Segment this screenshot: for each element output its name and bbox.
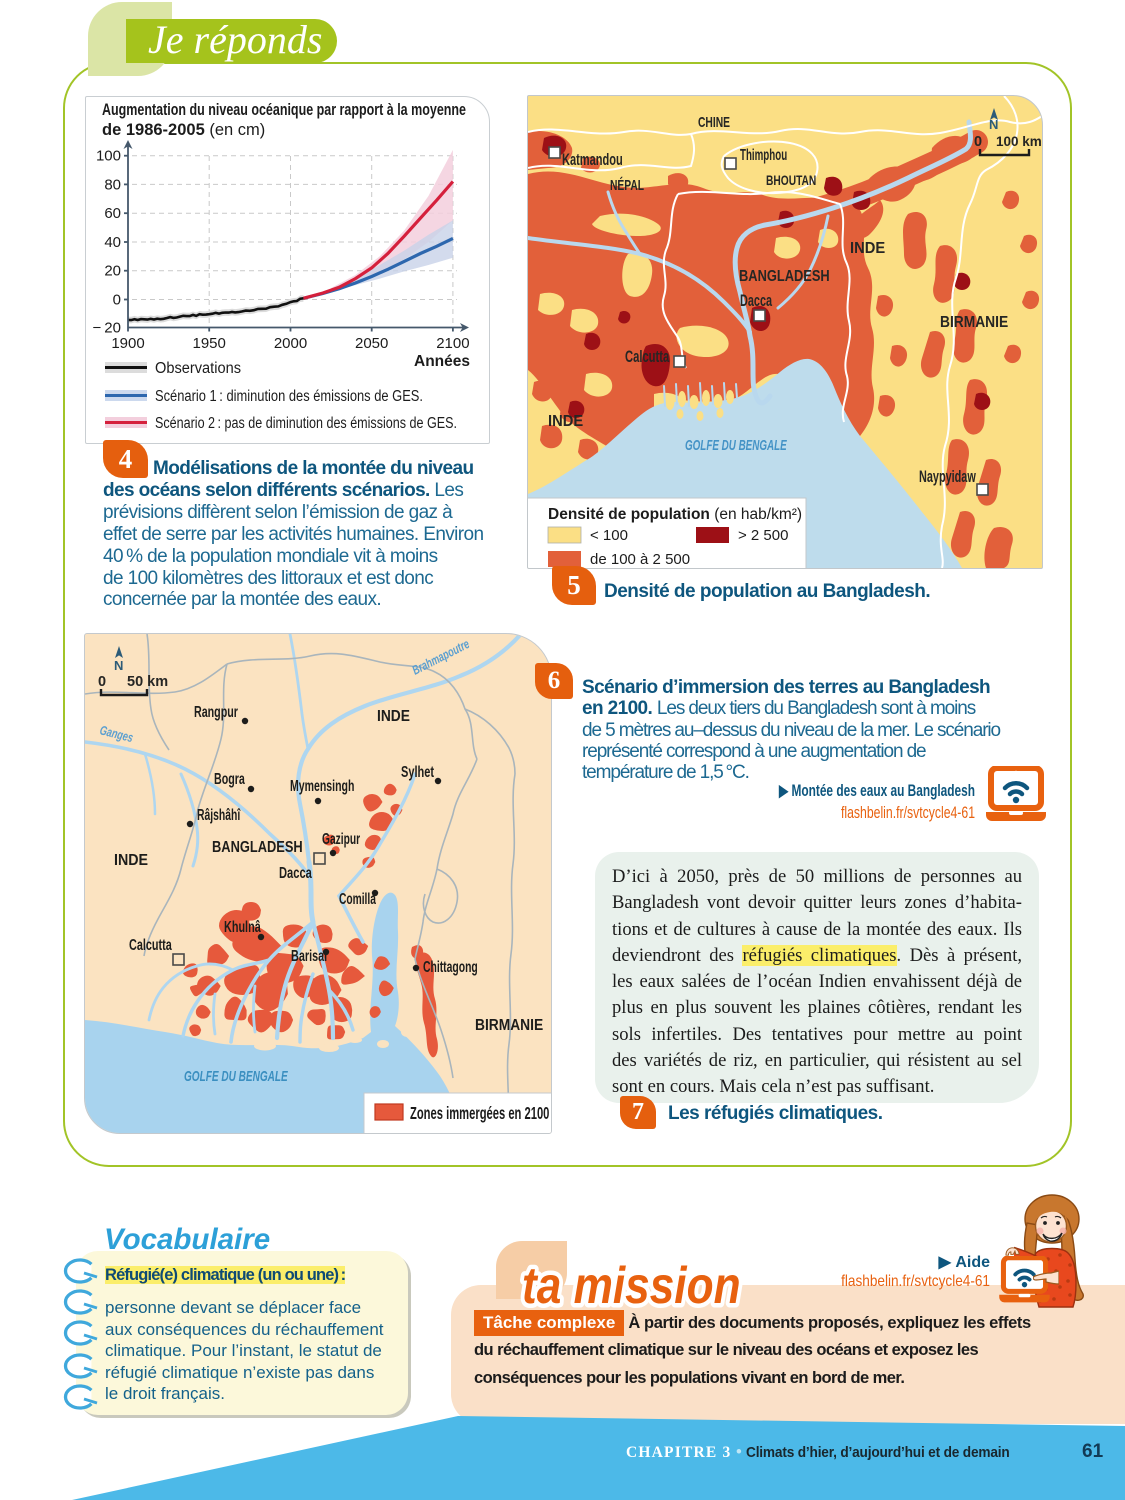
svg-text:Mymensingh: Mymensingh (290, 777, 354, 795)
svg-text:Naypyidaw: Naypyidaw (919, 468, 977, 487)
svg-text:Chittagong: Chittagong (423, 958, 478, 976)
svg-text:INDE: INDE (114, 853, 148, 870)
svg-text:BANGLADESH: BANGLADESH (212, 839, 303, 856)
svg-text:N: N (114, 658, 123, 673)
svg-text:Barisal: Barisal (291, 947, 327, 964)
svg-text:Dacca: Dacca (279, 864, 312, 881)
svg-text:Comilla: Comilla (339, 890, 376, 908)
svg-text:20: 20 (104, 263, 121, 280)
svg-text:Calcutta: Calcutta (625, 348, 670, 367)
svg-text:2000: 2000 (274, 335, 307, 352)
svg-text:ta mission: ta mission (522, 1257, 741, 1315)
svg-text:Observations: Observations (155, 360, 241, 377)
svg-text:Densité de population (en hab/: Densité de population (en hab/km²) (548, 506, 802, 523)
svg-text:N: N (989, 117, 998, 132)
svg-text:Gazipur: Gazipur (322, 830, 360, 848)
svg-text:INDE: INDE (850, 239, 885, 257)
svg-text:BANGLADESH: BANGLADESH (739, 268, 830, 285)
svg-text:Rangpur: Rangpur (194, 703, 238, 720)
svg-text:Augmentation du niveau océaniq: Augmentation du niveau océanique par rap… (102, 101, 466, 119)
svg-text:60: 60 (104, 205, 121, 222)
svg-text:Scénario 2 : pas de diminution: Scénario 2 : pas de diminution des émiss… (155, 415, 457, 432)
svg-text:− 20: − 20 (93, 320, 121, 337)
svg-text:Dacca: Dacca (740, 292, 773, 311)
svg-text:BIRMANIE: BIRMANIE (475, 1017, 543, 1034)
svg-text:NÉPAL: NÉPAL (610, 176, 644, 193)
svg-text:> 2 500: > 2 500 (738, 527, 788, 544)
svg-text:Zones immergées en 2100: Zones immergées en 2100 (410, 1105, 549, 1124)
svg-text:0: 0 (98, 674, 106, 690)
svg-text:Sylhet: Sylhet (401, 763, 434, 780)
svg-text:Brahmapoutre: Brahmapoutre (410, 637, 472, 678)
svg-text:1950: 1950 (193, 335, 226, 352)
svg-text:GOLFE DU BENGALE: GOLFE DU BENGALE (184, 1067, 288, 1085)
svg-text:40: 40 (104, 234, 121, 251)
svg-text:de 1986-2005 (en cm): de 1986-2005 (en cm) (102, 121, 265, 139)
svg-text:de 100 à 2 500: de 100 à 2 500 (590, 551, 690, 568)
svg-text:Bogra: Bogra (214, 770, 245, 787)
svg-text:0: 0 (974, 134, 982, 150)
svg-text:Années: Années (414, 353, 470, 370)
svg-text:2050: 2050 (355, 335, 388, 352)
svg-text:1900: 1900 (111, 335, 144, 352)
svg-text:GOLFE DU BENGALE: GOLFE DU BENGALE (685, 437, 787, 453)
svg-text:80: 80 (104, 176, 121, 193)
svg-text:Katmandou: Katmandou (562, 151, 623, 170)
svg-text:Ganges: Ganges (98, 724, 134, 746)
svg-text:INDE: INDE (548, 412, 583, 430)
svg-text:0: 0 (113, 292, 121, 309)
svg-text:Scénario 1 : diminution des ém: Scénario 1 : diminution des émissions de… (155, 388, 423, 405)
svg-text:Thimphou: Thimphou (740, 146, 787, 164)
svg-text:Calcutta: Calcutta (129, 936, 172, 953)
svg-text:50 km: 50 km (127, 674, 168, 690)
svg-text:INDE: INDE (377, 708, 410, 725)
svg-text:Râjshâhî: Râjshâhî (197, 806, 241, 824)
svg-text:< 100: < 100 (590, 527, 628, 544)
svg-text:Khulnâ: Khulnâ (224, 918, 261, 935)
svg-text:BIRMANIE: BIRMANIE (940, 314, 1008, 331)
svg-text:CHINE: CHINE (698, 114, 730, 130)
svg-text:BHOUTAN: BHOUTAN (766, 172, 816, 188)
svg-text:100 km: 100 km (996, 134, 1042, 149)
svg-text:2100: 2100 (436, 335, 469, 352)
svg-text:100: 100 (96, 148, 121, 165)
